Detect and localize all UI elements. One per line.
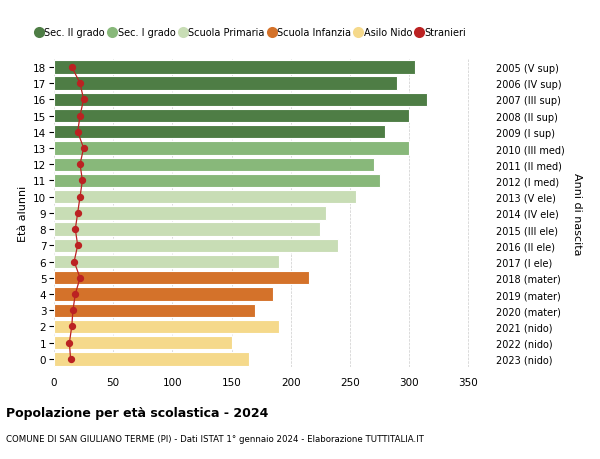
Bar [54,190,356,204]
Point [75,194,85,201]
Point [75,80,85,88]
Text: COMUNE DI SAN GIULIANO TERME (PI) - Dati ISTAT 1° gennaio 2024 - Elaborazione TU: COMUNE DI SAN GIULIANO TERME (PI) - Dati… [6,434,424,443]
Bar [54,223,320,236]
Bar [54,94,427,107]
Bar [54,110,409,123]
Point [67,323,77,330]
Bar [54,158,374,172]
Point [77,177,87,185]
Bar [54,142,409,155]
Point [70,258,79,266]
Legend: Sec. II grado, Sec. I grado, Scuola Primaria, Scuola Infanzia, Asilo Nido, Stran: Sec. II grado, Sec. I grado, Scuola Prim… [32,24,470,42]
Bar [54,353,250,366]
Point [68,307,78,314]
Bar [54,255,279,269]
Point [73,242,82,250]
Bar [54,304,255,317]
Y-axis label: Anni di nascita: Anni di nascita [572,172,581,255]
Point [67,64,77,72]
Bar [54,174,380,188]
Bar [54,272,308,285]
Point [71,226,80,233]
Point [75,161,85,168]
Bar [54,336,232,350]
Point [65,339,74,347]
Point [79,145,88,152]
Point [71,291,80,298]
Bar [54,288,273,301]
Point [73,210,82,217]
Point [79,96,88,104]
Point [66,355,76,363]
Bar [54,77,397,90]
Point [75,274,85,282]
Point [75,112,85,120]
Bar [54,61,415,74]
Point [73,129,82,136]
Text: Popolazione per età scolastica - 2024: Popolazione per età scolastica - 2024 [6,406,268,419]
Bar [54,126,385,139]
Bar [54,320,279,333]
Bar [54,239,338,252]
Bar [54,207,326,220]
Y-axis label: Età alunni: Età alunni [17,185,28,241]
